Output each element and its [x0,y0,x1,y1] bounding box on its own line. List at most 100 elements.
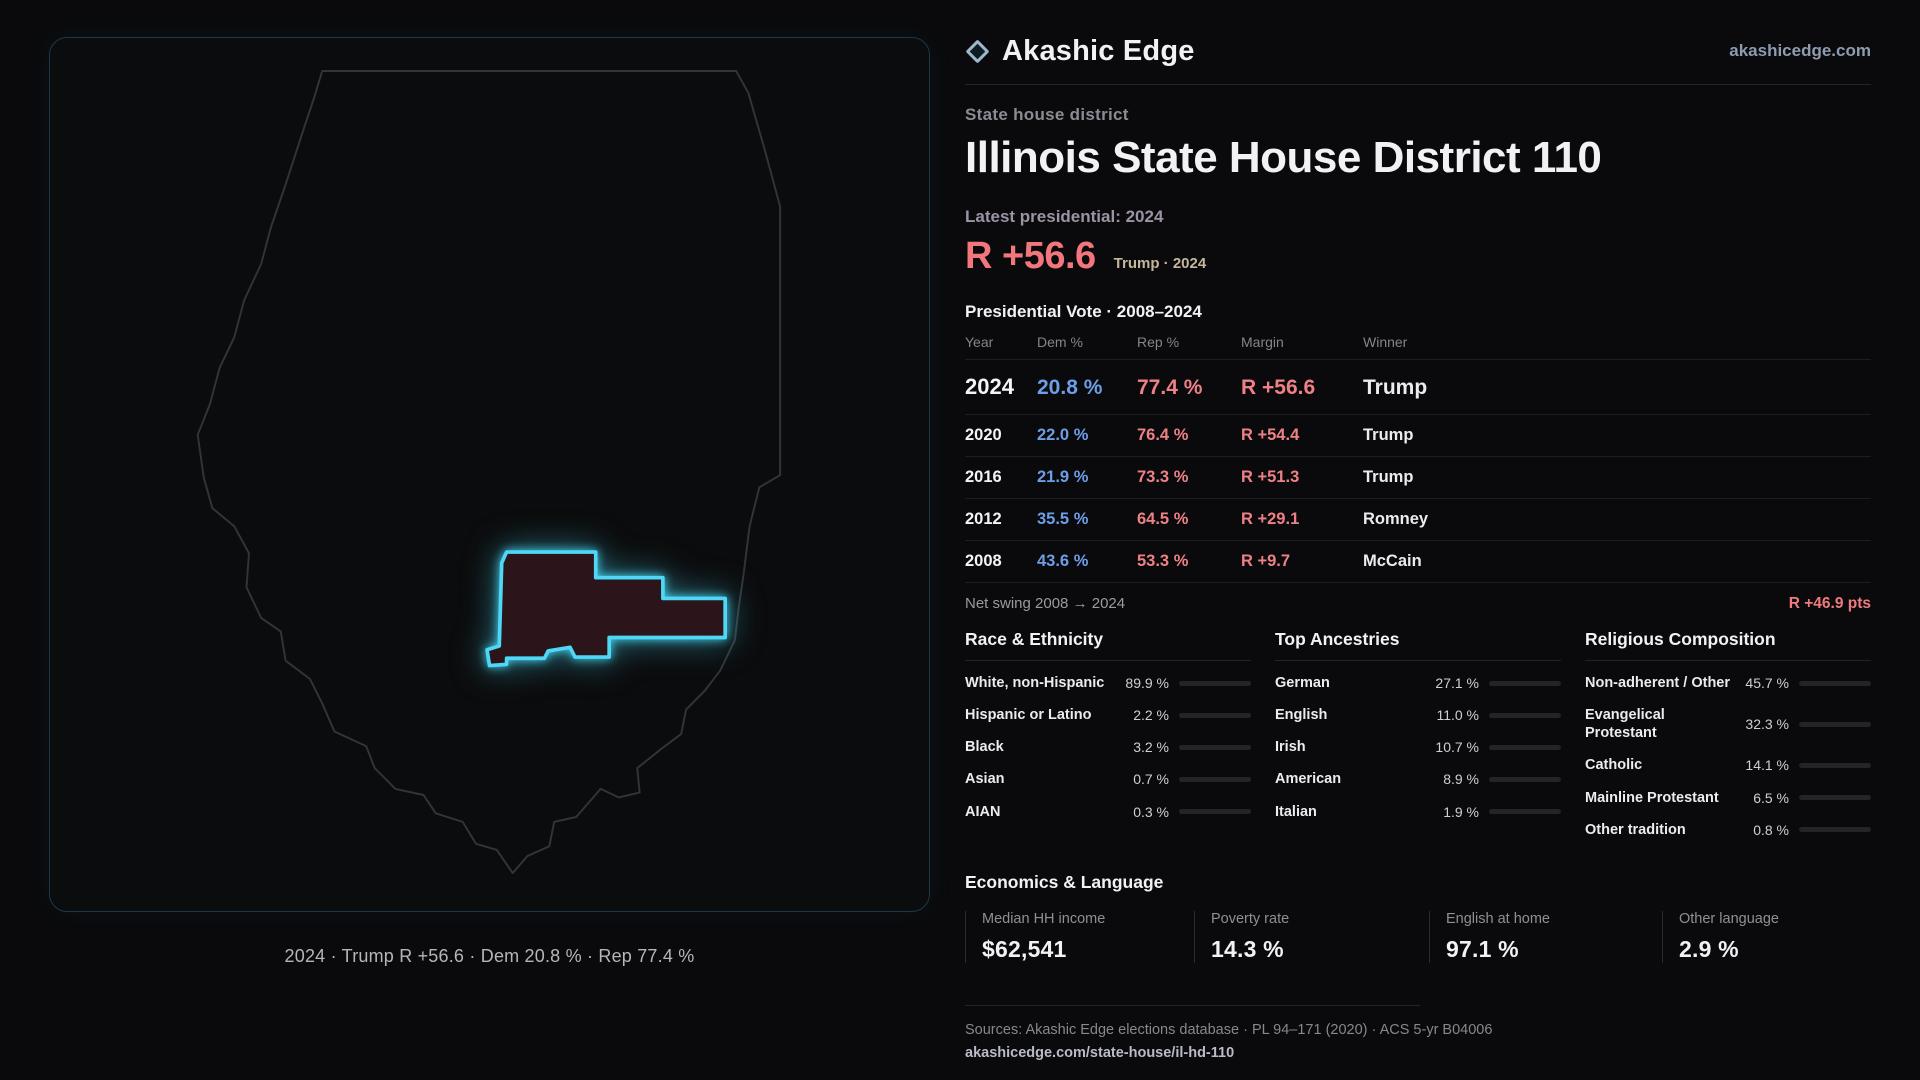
demo-value: 0.7 % [1133,771,1169,788]
headline-margin-row: R +56.6 Trump · 2024 [965,235,1871,278]
demo-value: 3.2 % [1133,739,1169,756]
demo-bar [1179,712,1251,718]
header-divider [965,84,1871,85]
page-title: Illinois State House District 110 [965,133,1602,182]
economics-title: Economics & Language [965,871,1164,892]
map-caption: 2024 · Trump R +56.6 · Dem 20.8 % · Rep … [284,946,695,966]
demo-label: Evangelical Protestant [1585,707,1665,742]
demo-bar [1799,721,1871,727]
vote-year: 2024 [965,374,1014,399]
col-year: Year [965,334,994,350]
demo-row: Evangelical Protestant 32.3 % [1585,699,1871,749]
permalink[interactable]: akashicedge.com/state-house/il-hd-110 [965,1044,1235,1061]
demo-bar [1489,680,1561,686]
stat-label: Other language [1679,910,1779,927]
brand-domain-link[interactable]: akashicedge.com [1729,41,1871,60]
demo-row: English 11.0 % [1275,699,1561,731]
col-winner: Winner [1363,334,1408,350]
vote-dem: 21.9 % [1037,468,1089,486]
demo-row: Non-adherent / Other 45.7 % [1585,667,1871,699]
demo-label: Irish [1275,739,1306,756]
demo-label: English [1275,707,1328,724]
vote-row: 2012 35.5 % 64.5 % R +29.1 Romney [965,499,1871,541]
vote-table-header: Year Dem % Rep % Margin Winner [965,334,1871,360]
demo-row: Other tradition 0.8 % [1585,814,1871,846]
demo-bar [1179,776,1251,782]
illinois-state-outline [196,69,782,875]
vote-rep: 64.5 % [1137,510,1189,528]
vote-margin: R +9.7 [1241,552,1291,570]
demo-bar [1489,776,1561,782]
vote-winner: Trump [1363,376,1428,399]
demo-value: 14.1 % [1745,757,1789,774]
demo-bar [1489,744,1561,750]
vote-winner: Romney [1363,510,1429,528]
vote-row: 2024 20.8 % 77.4 % R +56.6 Trump [965,360,1871,415]
stat-cell: Median HH income $62,541 [965,910,1194,963]
demo-value: 89.9 % [1125,675,1169,692]
footer-divider [965,1004,1420,1006]
vote-year: 2020 [965,426,1002,444]
demo-row: Italian 1.9 % [1275,796,1561,828]
stat-cell: English at home 97.1 % [1429,910,1662,963]
stat-value: 97.1 % [1446,935,1519,962]
demo-value: 27.1 % [1435,675,1479,692]
vote-year: 2008 [965,552,1002,570]
col-dem: Dem % [1037,334,1083,350]
demo-label: Mainline Protestant [1585,789,1719,806]
demo-bar [1179,744,1251,750]
demo-label: Catholic [1585,757,1643,774]
sources-note: Sources: Akashic Edge elections database… [965,1021,1493,1038]
col-rep: Rep % [1137,334,1180,350]
vote-row: 2008 43.6 % 53.3 % R +9.7 McCain [965,541,1871,583]
demo-row: White, non-Hispanic 89.9 % [965,667,1251,699]
vote-rep: 73.3 % [1137,468,1189,486]
demo-bar [1799,795,1871,801]
vote-table-body: 2024 20.8 % 77.4 % R +56.6 Trump 2020 22.0 % 76… [965,360,1871,583]
stat-label: Median HH income [982,910,1106,927]
vote-margin: R +56.6 [1241,376,1316,399]
district-map-panel [49,37,930,912]
vote-table: Year Dem % Rep % Margin Winner 2024 20.8 … [965,334,1871,583]
detail-panel: Akashic Edge akashicedge.com State house… [965,30,1871,1061]
demo-label: American [1275,771,1342,788]
vote-dem: 22.0 % [1037,426,1089,444]
demo-row: German 27.1 % [1275,667,1561,699]
demo-label: Other tradition [1585,821,1686,838]
demo-value: 1.9 % [1443,803,1479,820]
vote-dem: 43.6 % [1037,552,1089,570]
demo-value: 11.0 % [1436,707,1479,724]
vote-row: 2016 21.9 % 73.3 % R +51.3 Trump [965,457,1871,499]
stat-cell: Poverty rate 14.3 % [1194,910,1429,963]
demographics-section: Race & Ethnicity White, non-Hispanic 89.9 … [965,629,1871,846]
stat-value: 14.3 % [1211,935,1284,962]
vote-margin: R +54.4 [1241,426,1300,444]
demo-group-title: Top Ancestries [1275,629,1561,661]
vote-rep: 77.4 % [1137,376,1203,399]
demo-bar [1179,809,1251,815]
vote-winner: Trump [1363,426,1414,444]
demo-value: 6.5 % [1753,789,1789,806]
stat-value: 2.9 % [1679,935,1739,962]
demo-row: Irish 10.7 % [1275,731,1561,763]
demo-group: Religious Composition Non-adherent / Othe… [1585,629,1871,846]
demo-group: Race & Ethnicity White, non-Hispanic 89.9 … [965,629,1251,846]
vote-dem: 35.5 % [1037,510,1089,528]
demo-row: American 8.9 % [1275,763,1561,795]
map-canvas [196,69,782,875]
vote-rep: 76.4 % [1137,426,1189,444]
demo-group-title: Religious Composition [1585,629,1871,661]
demo-label: Italian [1275,803,1317,820]
demo-value: 2.2 % [1133,707,1169,724]
demo-row: Catholic 14.1 % [1585,749,1871,781]
headline-margin-value: R +56.6 [965,235,1096,277]
demo-label: Hispanic or Latino [965,707,1092,724]
headline-margin-sub: Trump · 2024 [1113,255,1207,272]
demo-group: Top Ancestries German 27.1 % English 11.0 % I… [1275,629,1561,846]
demo-bar [1799,762,1871,768]
demo-row: Mainline Protestant 6.5 % [1585,782,1871,814]
diamond-logo-icon [965,38,990,64]
vote-year: 2012 [965,510,1002,528]
vote-table-title: Presidential Vote · 2008–2024 [965,302,1202,321]
footer: Sources: Akashic Edge elections database… [965,1004,1871,1061]
